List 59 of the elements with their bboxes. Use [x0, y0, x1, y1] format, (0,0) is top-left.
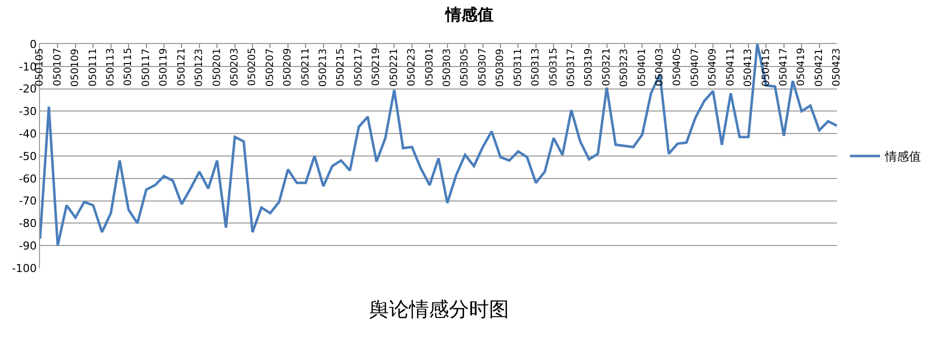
- x-tick-label: 050315: [548, 48, 560, 86]
- y-tick-label: -40: [18, 127, 37, 140]
- x-tick-label: 050121: [176, 48, 188, 86]
- x-tick-label: 050417: [778, 48, 790, 86]
- x-tick-label: 050117: [140, 48, 152, 87]
- y-tick-label: -20: [18, 82, 37, 96]
- x-tick-label: 050107: [52, 48, 64, 86]
- x-tick-label: 050217: [353, 48, 364, 86]
- x-tick-label: 050321: [601, 48, 612, 86]
- x-tick-label: 050113: [105, 48, 116, 86]
- x-tick-label: 050105: [34, 48, 46, 86]
- x-tick-label: 050309: [495, 48, 506, 87]
- x-tick-label: 050307: [477, 48, 488, 86]
- x-tick-label: 050405: [672, 48, 684, 86]
- x-tick-label: 050323: [619, 48, 630, 87]
- x-tick-label: 050305: [460, 48, 471, 86]
- x-tick-label: 050201: [212, 48, 223, 86]
- x-tick-label: 050403: [654, 48, 666, 86]
- y-tick-label: -90: [18, 239, 37, 252]
- x-tick-label: 050311: [512, 48, 524, 87]
- chart-title: 情感值: [444, 4, 494, 24]
- x-tick-label: 050207: [264, 48, 276, 87]
- x-tick-label: 050319: [584, 48, 595, 86]
- y-tick-label: -80: [18, 217, 37, 230]
- y-tick-label: 0: [30, 38, 37, 51]
- x-tick-label: 050303: [442, 48, 453, 87]
- x-tick-label: 050317: [566, 48, 577, 87]
- x-tick-label: 050205: [247, 48, 258, 86]
- x-tick-label: 050421: [814, 48, 825, 87]
- x-tick-label: 050423: [832, 48, 843, 86]
- x-tick-label: 050111: [88, 48, 99, 86]
- x-tick-label: 050419: [796, 48, 808, 86]
- x-tick-label: 050221: [388, 48, 400, 87]
- legend-label: 情感值: [884, 150, 921, 164]
- x-tick-label: 050203: [229, 48, 240, 86]
- x-tick-label: 050219: [371, 48, 382, 86]
- y-tick-label: -50: [18, 150, 37, 163]
- x-tick-label: 050123: [194, 48, 206, 87]
- x-tick-label: 050407: [690, 48, 701, 87]
- x-tick-label: 050409: [708, 48, 719, 86]
- x-tick-label: 050313: [530, 48, 542, 86]
- x-tick-label: 050109: [70, 48, 82, 87]
- x-tick-label: 050413: [743, 48, 754, 87]
- x-tick-label: 050223: [406, 48, 418, 86]
- x-tick-label: 050211: [300, 48, 312, 86]
- x-tick-label: 050411: [725, 48, 736, 86]
- x-tick-label: 050119: [158, 48, 170, 86]
- y-tick-label: -100: [12, 262, 37, 275]
- x-tick-label: 050401: [636, 48, 648, 87]
- x-tick-label: 050115: [123, 48, 134, 86]
- y-tick-label: -70: [18, 194, 37, 208]
- x-tick-label: 050209: [282, 48, 294, 86]
- y-tick-label: -60: [18, 172, 37, 186]
- x-tick-label: 050215: [336, 48, 347, 86]
- y-tick-label: -30: [18, 105, 37, 118]
- x-tick-label: 050213: [318, 48, 330, 87]
- x-tick-label: 050301: [424, 48, 436, 86]
- x-tick-label: 050415: [760, 48, 772, 87]
- text: 舆论情感分时图: [369, 297, 509, 321]
